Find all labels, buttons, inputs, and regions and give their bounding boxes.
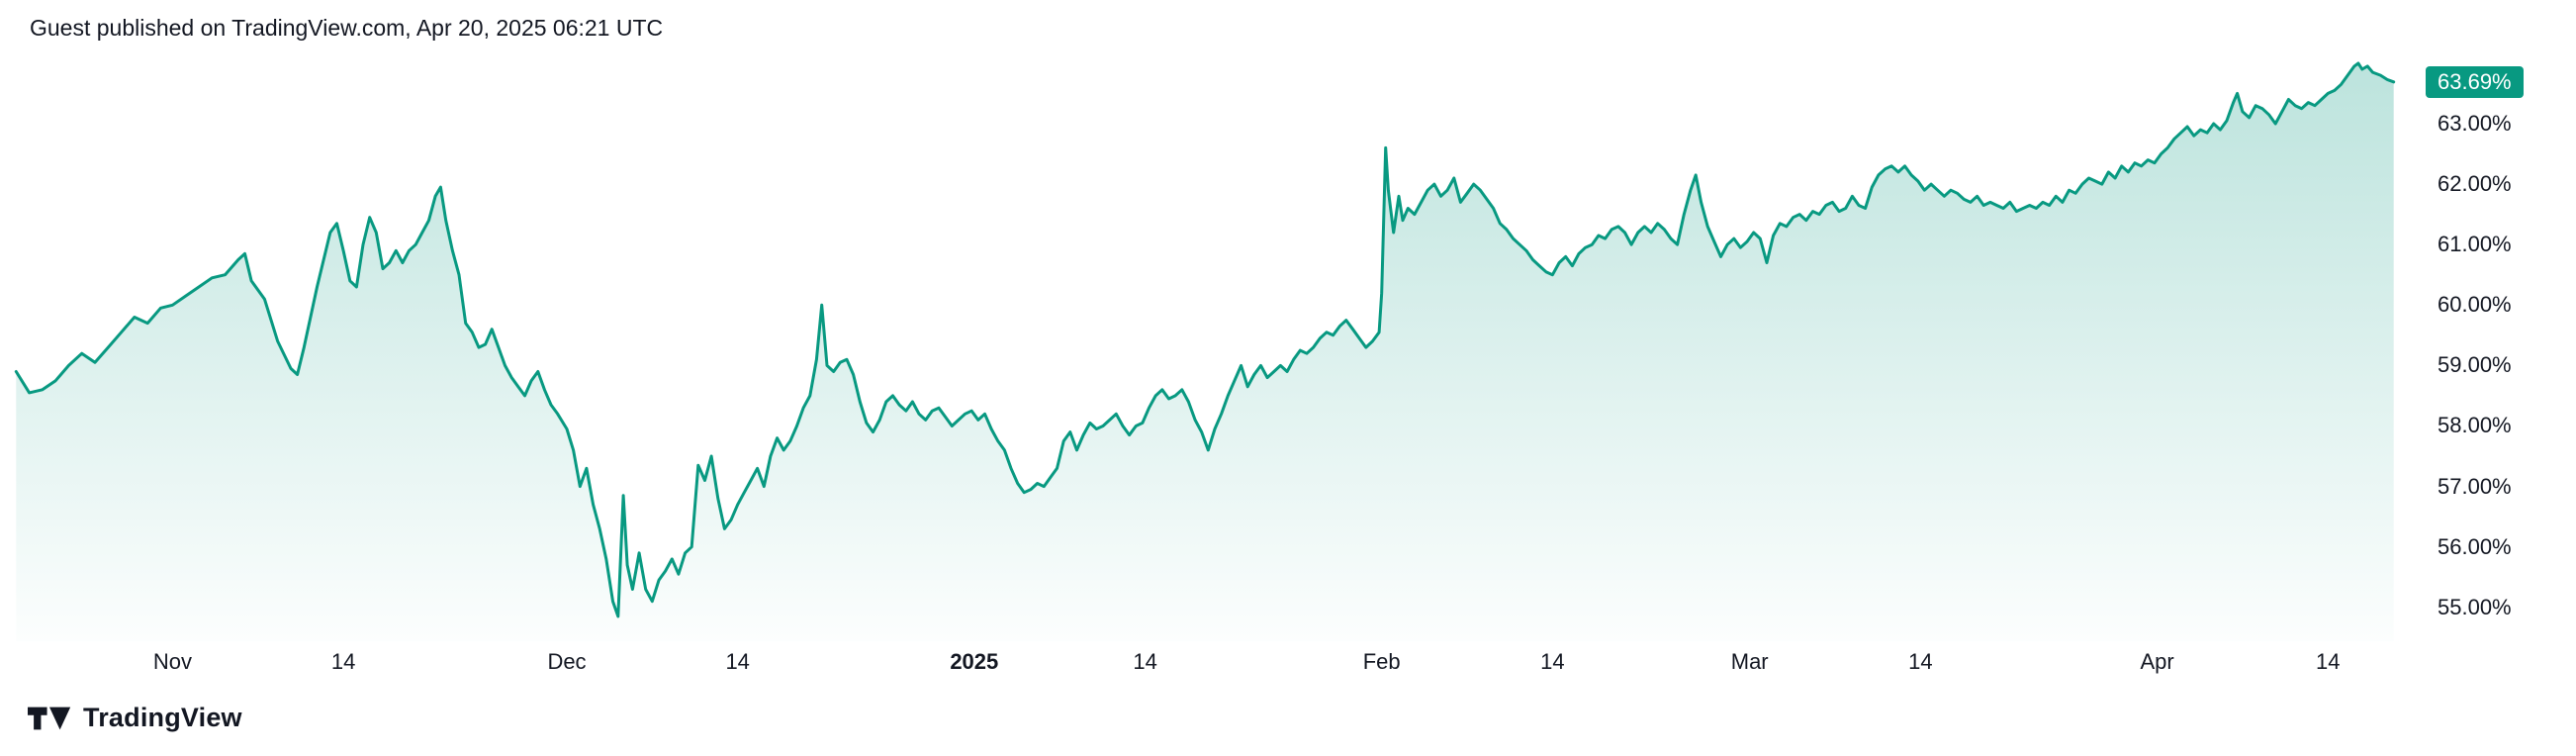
footer: TradingView (28, 703, 242, 733)
y-axis-label: 59.00% (2438, 352, 2512, 378)
x-axis-label: 14 (1133, 649, 1157, 674)
tradingview-brand-text: TradingView (83, 703, 242, 732)
y-axis-label: 55.00% (2438, 594, 2512, 619)
area-fill (16, 62, 2394, 641)
price-line (14, 61, 2396, 618)
last-price-badge: 63.69% (2426, 65, 2524, 98)
y-axis-label: 57.00% (2438, 473, 2512, 499)
y-axis-label: 61.00% (2438, 232, 2512, 257)
x-axis-label: Feb (1362, 649, 1401, 674)
y-axis-label: 63.00% (2438, 110, 2512, 136)
x-axis-label: 14 (1540, 649, 1565, 674)
y-axis-label: 60.00% (2438, 292, 2512, 318)
x-axis-label: 14 (2316, 649, 2341, 674)
y-axis-label: 62.00% (2438, 171, 2512, 197)
publish-header: Guest published on TradingView.com, Apr … (30, 14, 663, 42)
x-axis-label: Dec (547, 649, 587, 674)
x-axis-label: Mar (1730, 649, 1769, 674)
x-axis-label: Nov (152, 649, 192, 674)
x-axis-label: 14 (330, 649, 356, 674)
price-chart-svg[interactable] (0, 0, 2576, 693)
x-axis-label: 14 (725, 649, 750, 674)
x-axis-label: Apr (2140, 649, 2174, 674)
x-axis-label: 2025 (950, 649, 999, 674)
y-axis: 63.00% 62.00% 61.00% 60.00% 59.00% 58.00% 57.0… (2438, 110, 2512, 619)
x-axis: Nov 14 Dec 14 2025 14 Feb 14 Mar 14 Apr 14 (0, 649, 2576, 681)
tradingview-brand-link[interactable]: TradingView (28, 703, 242, 733)
y-axis-label: 58.00% (2438, 413, 2512, 438)
x-axis-label: 14 (1908, 649, 1933, 674)
publish-info-text: Guest published on TradingView.com, Apr … (30, 15, 664, 41)
last-price-label: 63.69% (2438, 68, 2512, 94)
tradingview-logo-icon (28, 707, 71, 729)
y-axis-label: 56.00% (2438, 533, 2512, 559)
